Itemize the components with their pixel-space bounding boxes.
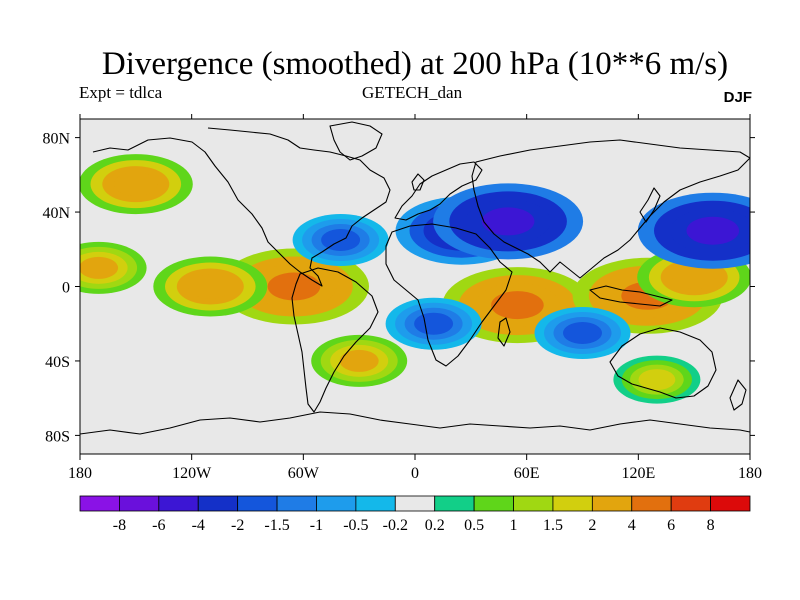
x-tick-label: 120W: [172, 465, 212, 482]
colorbar-label: -1.5: [264, 517, 289, 534]
experiment-label: Expt = tdlca: [79, 83, 163, 102]
colorbar-label: 6: [667, 517, 675, 534]
colorbar-swatch: [513, 495, 554, 512]
y-tick-label: 40N: [42, 205, 70, 222]
colorbar-swatch: [394, 495, 436, 512]
colorbar-swatch: [552, 495, 593, 512]
x-tick-label: 120E: [621, 465, 655, 482]
field-feature: [219, 248, 369, 325]
contour-band: [321, 229, 361, 251]
field-feature: [433, 183, 584, 260]
colorbar: -8 -6 -4 -2 -1.5 -1 -0.5 -0.2 0.2 0.5 1 1.5 2 4 6 8: [79, 495, 751, 534]
colorbar-label: 0.2: [425, 517, 445, 534]
colorbar-swatch: [434, 495, 475, 512]
field-feature: [80, 154, 193, 215]
colorbar-swatch: [237, 495, 278, 512]
contour-band: [481, 207, 535, 236]
colorbar-swatch: [276, 495, 317, 512]
coast-new-zealand: [729, 379, 747, 411]
field-feature: [534, 307, 631, 359]
field-feature: [153, 256, 268, 317]
colorbar-label: -2: [231, 517, 244, 534]
colorbar-label: 0.5: [464, 517, 484, 534]
colorbar-label: 4: [628, 517, 636, 534]
y-tick-label: 80S: [45, 428, 70, 445]
x-tick-label: 60W: [288, 465, 320, 482]
x-tick-label: 60E: [514, 465, 540, 482]
coast-australia: [609, 327, 717, 399]
contour-band: [638, 369, 676, 391]
coast-indonesia: [589, 285, 673, 307]
colorbar-swatch: [197, 495, 239, 512]
season-label: DJF: [723, 89, 752, 106]
x-tick-label: 180: [68, 465, 92, 482]
colorbar-swatch: [355, 495, 396, 512]
contour-band: [414, 312, 454, 335]
y-tick-label: 0: [62, 280, 70, 297]
colorbar-label: 1: [510, 517, 518, 534]
x-tick-label: 0: [411, 465, 419, 482]
colorbar-label: 8: [707, 517, 715, 534]
coastlines: [80, 121, 750, 435]
contour-band: [686, 216, 740, 245]
colorbar-swatch: [79, 495, 120, 512]
colorbar-swatch: [316, 495, 357, 512]
colorbar-label: -4: [192, 517, 205, 534]
coast-greenland: [329, 121, 383, 161]
colorbar-swatch: [473, 495, 514, 512]
contour-band: [80, 256, 119, 279]
colorbar-label: 2: [588, 517, 596, 534]
colorbar-label: -6: [152, 517, 165, 534]
coast-africa: [385, 223, 513, 367]
source-label: GETECH_dan: [362, 83, 463, 102]
colorbar-swatch: [158, 495, 199, 512]
coast-british-isles: [411, 173, 425, 191]
coast-north-america: [92, 127, 391, 287]
colorbar-label: 1.5: [543, 517, 563, 534]
colorbar-label: -8: [113, 517, 126, 534]
field-feature: [80, 241, 147, 294]
colorbar-swatch: [631, 495, 672, 512]
colorbar-swatch: [710, 495, 751, 512]
colorbar-label: -0.5: [343, 517, 368, 534]
field-feature: [637, 192, 750, 269]
contour-band: [114, 172, 158, 197]
colorbar-swatch: [591, 495, 633, 512]
coast-antarctica: [80, 411, 750, 435]
field-feature: [292, 214, 389, 266]
contour-band: [188, 274, 233, 299]
contour-band: [563, 322, 602, 344]
contour-band: [491, 291, 544, 320]
coast-europe: [394, 161, 483, 221]
field-feature: [311, 334, 408, 387]
divergence-field: [80, 154, 750, 404]
y-tick-label: 40S: [45, 354, 70, 371]
coast-asia: [471, 139, 750, 279]
coast-japan: [639, 187, 661, 223]
contour-band: [267, 272, 321, 301]
contour-band: [339, 349, 379, 372]
y-tick-label: 80N: [42, 131, 70, 148]
colorbar-label: -1: [310, 517, 323, 534]
contour-band: [672, 265, 716, 290]
field-feature: [385, 297, 482, 350]
coast-south-america: [291, 267, 379, 413]
colorbar-label: -0.2: [383, 517, 408, 534]
colorbar-swatch: [670, 495, 711, 512]
axis-ticks: 180 120W 60W 0 60E 120E 180 80N 40N 0 40S 80S: [42, 114, 762, 482]
map-title: Divergence (smoothed) at 200 hPa (10**6 …: [101, 46, 729, 82]
colorbar-swatch: [119, 495, 160, 512]
coast-madagascar: [497, 317, 511, 347]
x-tick-label: 180: [738, 465, 762, 482]
